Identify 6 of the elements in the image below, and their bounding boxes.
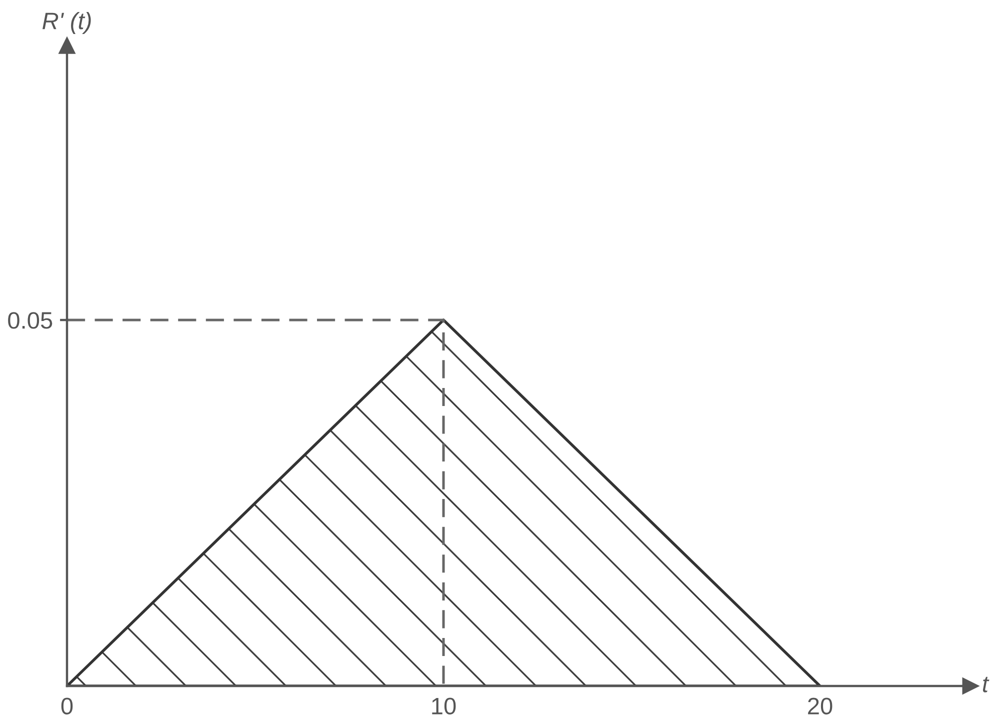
x-tick-label: 0 [61, 698, 73, 714]
y-axis-title: R' (t) [42, 12, 91, 34]
x-tick-label: 20 [808, 698, 832, 714]
x-axis-title: t [982, 676, 990, 692]
y-tick-label: 0.05 [8, 312, 52, 329]
x-tick-label: 10 [432, 698, 456, 714]
